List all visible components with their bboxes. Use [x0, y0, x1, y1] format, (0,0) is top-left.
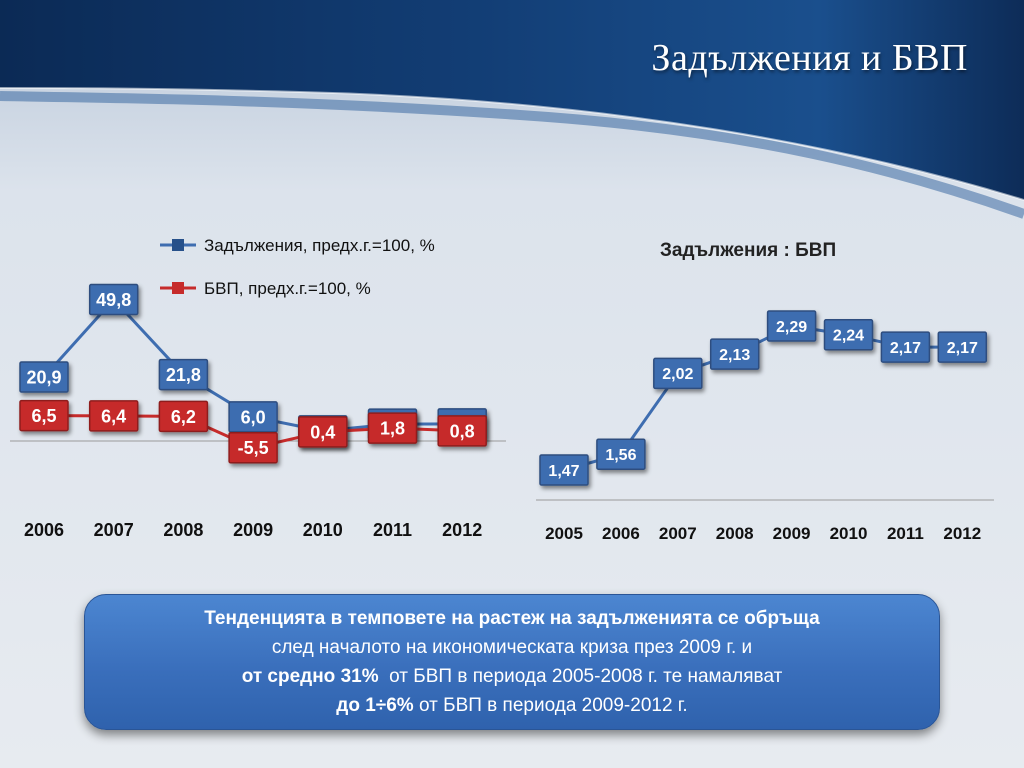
summary-line-2: след началото на икономическата криза пр…: [271, 637, 753, 658]
data-point-label: 49,8: [88, 283, 139, 316]
data-point-box: [88, 283, 139, 316]
data-point-box: [228, 401, 278, 433]
data-point-box: [19, 399, 69, 432]
data-point-box: [158, 358, 209, 391]
x-tick-label: 2009: [773, 524, 811, 543]
summary-callout: Тенденцията в темповете на растеж на зад…: [84, 594, 940, 730]
data-point-label: 2,17: [880, 331, 931, 363]
x-tick-label: 2010: [830, 524, 868, 543]
data-label: 6,5: [31, 406, 56, 426]
x-tick-label: 2008: [163, 520, 203, 540]
summary-highlight-avg: от средно 31%: [241, 666, 379, 687]
data-point-label: 6,0: [228, 401, 278, 433]
x-tick-label: 2006: [602, 524, 640, 543]
data-label: 21,8: [166, 365, 201, 385]
data-label: 20,9: [26, 367, 61, 387]
data-point-box: [596, 438, 646, 470]
legend-item-gdp: БВП, предх.г.=100, %: [160, 279, 371, 298]
data-point-box: [437, 415, 487, 447]
data-point-label: 2,29: [766, 310, 817, 342]
data-point-label: 6,5: [19, 399, 69, 432]
data-label: 2,17: [890, 340, 921, 357]
data-point-label: 2,13: [709, 338, 760, 370]
data-point-box: [880, 331, 931, 363]
data-point-box: [367, 412, 418, 444]
data-label: 1,8: [380, 419, 405, 439]
summary-line-3: от средно 31% от БВП в периода 2005-2008…: [241, 666, 783, 687]
data-point-label: 1,56: [596, 438, 646, 470]
x-tick-label: 2012: [442, 520, 482, 540]
data-point-label: 2,24: [823, 319, 874, 351]
slide-title: Задължения и БВП: [651, 37, 968, 79]
data-label: 0,8: [450, 421, 475, 441]
data-point-box: [539, 454, 589, 486]
data-point-label: 6,4: [88, 400, 139, 432]
data-point-box: [653, 357, 703, 390]
x-tick-label: 2008: [716, 524, 754, 543]
data-label: 2,29: [776, 319, 807, 336]
summary-line-1: Тенденцията в темповете на растеж на зад…: [204, 608, 820, 629]
data-point-box: [298, 416, 348, 448]
data-point-label: 0,4: [298, 416, 348, 448]
data-label: 0,4: [310, 422, 335, 442]
data-point-label: 6,2: [158, 400, 209, 433]
x-tick-label: 2011: [887, 524, 924, 543]
data-point-box: [19, 361, 69, 393]
x-tick-label: 2012: [943, 524, 981, 543]
data-label: 6,4: [101, 406, 126, 426]
x-tick-label: 2010: [303, 520, 343, 540]
data-point-box: [823, 319, 874, 351]
x-tick-label: 2007: [659, 524, 697, 543]
summary-line-4: до 1÷6% от БВП в периода 2009-2012 г.: [336, 695, 688, 716]
data-label: 2,02: [662, 366, 693, 383]
x-tick-label: 2009: [233, 520, 273, 540]
data-point-box: [709, 338, 760, 370]
data-point-label: 2,17: [937, 331, 988, 363]
data-point-box: [937, 331, 988, 363]
data-point-box: [158, 400, 209, 433]
chart-title: Задължения : БВП: [660, 240, 836, 261]
data-point-label: -5,5: [228, 431, 278, 464]
data-label: 2,24: [833, 328, 864, 345]
legend-item-debt: Задължения, предх.г.=100, %: [160, 236, 435, 255]
x-tick-label: 2011: [373, 520, 412, 540]
data-label: 49,8: [96, 290, 131, 310]
data-point-box: [88, 400, 139, 432]
data-label: 6,2: [171, 407, 196, 427]
data-label: 2,13: [719, 347, 750, 364]
legend: Задължения, предх.г.=100, % БВП, предх.г…: [160, 236, 435, 298]
data-point-label: 1,8: [367, 412, 418, 444]
data-point-label: 21,8: [158, 358, 209, 391]
legend-label-gdp: БВП, предх.г.=100, %: [204, 279, 371, 298]
data-label: -5,5: [238, 438, 269, 458]
data-point-box: [228, 431, 278, 464]
data-label: 1,47: [548, 463, 579, 480]
x-tick-label: 2006: [24, 520, 64, 540]
data-point-label: 1,47: [539, 454, 589, 486]
data-point-box: [766, 310, 817, 342]
data-label: 6,0: [241, 407, 266, 427]
legend-label-debt: Задължения, предх.г.=100, %: [204, 236, 435, 255]
data-label: 1,56: [605, 447, 636, 464]
x-tick-label: 2007: [94, 520, 134, 540]
x-tick-label: 2005: [545, 524, 583, 543]
data-label: 2,17: [947, 340, 978, 357]
data-point-label: 0,8: [437, 415, 487, 447]
data-point-label: 20,9: [19, 361, 69, 393]
data-point-label: 2,02: [653, 357, 703, 390]
summary-highlight-range: до 1÷6%: [336, 695, 414, 716]
